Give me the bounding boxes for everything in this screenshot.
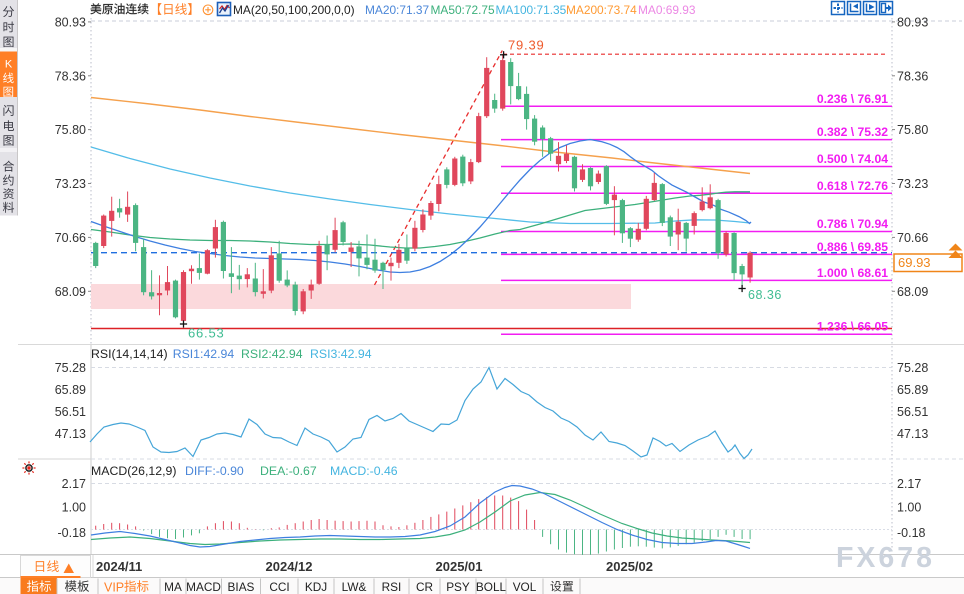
svg-text:1.000 \ 68.61: 1.000 \ 68.61 — [817, 266, 888, 280]
svg-text:47.13: 47.13 — [55, 427, 86, 441]
svg-text:CCI: CCI — [269, 580, 289, 594]
svg-text:68.09: 68.09 — [897, 285, 928, 299]
svg-text:66.53: 66.53 — [188, 326, 225, 341]
svg-text:0.500 \ 74.04: 0.500 \ 74.04 — [817, 152, 888, 166]
svg-text:RSI1:42.94: RSI1:42.94 — [173, 347, 235, 361]
svg-text:BOLL: BOLL — [476, 580, 507, 594]
svg-text:80.93: 80.93 — [55, 15, 86, 29]
svg-text:-0.18: -0.18 — [58, 526, 87, 540]
svg-text:MA0:69.93: MA0:69.93 — [638, 3, 696, 17]
svg-text:47.13: 47.13 — [897, 427, 928, 441]
svg-text:FX678: FX678 — [836, 542, 935, 574]
svg-text:K: K — [5, 58, 13, 70]
svg-text:2.17: 2.17 — [897, 477, 921, 491]
svg-text:0.236 \ 76.91: 0.236 \ 76.91 — [817, 92, 888, 106]
svg-text:2.17: 2.17 — [62, 477, 86, 491]
svg-text:68.09: 68.09 — [55, 285, 86, 299]
svg-text:70.66: 70.66 — [897, 231, 928, 245]
svg-text:75.28: 75.28 — [55, 361, 86, 375]
svg-text:79.39: 79.39 — [508, 38, 545, 53]
svg-text:0.786 \ 70.94: 0.786 \ 70.94 — [817, 217, 888, 231]
svg-text:69.93: 69.93 — [898, 255, 931, 270]
svg-text:MA20:71.37: MA20:71.37 — [365, 3, 430, 17]
svg-text:MA50:72.75: MA50:72.75 — [431, 3, 496, 17]
svg-text:MA: MA — [164, 580, 182, 594]
svg-text:1.00: 1.00 — [897, 501, 921, 515]
svg-text:56.51: 56.51 — [897, 405, 928, 419]
svg-text:2025/02: 2025/02 — [606, 559, 653, 574]
svg-text:MA200:73.74: MA200:73.74 — [566, 3, 637, 17]
svg-text:68.36: 68.36 — [748, 288, 782, 302]
svg-text:DEA:-0.67: DEA:-0.67 — [260, 464, 317, 478]
svg-text:1.236 \ 66.05: 1.236 \ 66.05 — [817, 320, 888, 334]
svg-text:KDJ: KDJ — [305, 580, 327, 594]
svg-text:65.89: 65.89 — [55, 383, 86, 397]
svg-text:80.93: 80.93 — [897, 15, 928, 29]
svg-text:0.618 \ 72.76: 0.618 \ 72.76 — [817, 179, 888, 193]
svg-text:2024/12: 2024/12 — [266, 559, 313, 574]
svg-text:MACD(26,12,9): MACD(26,12,9) — [91, 464, 176, 478]
svg-text:MA(20,50,100,200,0,0): MA(20,50,100,200,0,0) — [233, 3, 355, 17]
svg-text:BIAS: BIAS — [228, 580, 255, 594]
svg-text:75.80: 75.80 — [55, 123, 86, 137]
svg-text:RSI2:42.94: RSI2:42.94 — [241, 347, 303, 361]
svg-text:CR: CR — [416, 580, 433, 594]
svg-text:73.23: 73.23 — [55, 177, 86, 191]
svg-text:73.23: 73.23 — [897, 177, 928, 191]
svg-text:75.28: 75.28 — [897, 361, 928, 375]
svg-text:56.51: 56.51 — [55, 405, 86, 419]
svg-text:PSY: PSY — [446, 580, 470, 594]
svg-text:VIP: VIP — [104, 581, 124, 594]
svg-text:DIFF:-0.90: DIFF:-0.90 — [185, 464, 244, 478]
svg-text:2024/11: 2024/11 — [96, 559, 142, 574]
svg-text:70.66: 70.66 — [55, 231, 86, 245]
svg-text:0.886 \ 69.85: 0.886 \ 69.85 — [817, 240, 888, 254]
svg-text:LW&: LW& — [342, 580, 367, 594]
svg-text:RSI(14,14,14): RSI(14,14,14) — [91, 347, 168, 361]
svg-text:-0.18: -0.18 — [897, 526, 926, 540]
svg-text:1.00: 1.00 — [62, 501, 86, 515]
svg-text:MA100:71.35: MA100:71.35 — [496, 3, 567, 17]
svg-text:65.89: 65.89 — [897, 383, 928, 397]
svg-text:RSI3:42.94: RSI3:42.94 — [310, 347, 372, 361]
svg-text:2025/01: 2025/01 — [436, 559, 483, 574]
svg-text:75.80: 75.80 — [897, 123, 928, 137]
svg-text:MACD: MACD — [186, 580, 221, 594]
svg-text:78.36: 78.36 — [55, 69, 86, 83]
svg-text:78.36: 78.36 — [897, 69, 928, 83]
svg-text:VOL: VOL — [513, 580, 537, 594]
svg-text:0.382 \ 75.32: 0.382 \ 75.32 — [817, 125, 888, 139]
svg-text:MACD:-0.46: MACD:-0.46 — [330, 464, 398, 478]
svg-text:RSI: RSI — [382, 580, 402, 594]
